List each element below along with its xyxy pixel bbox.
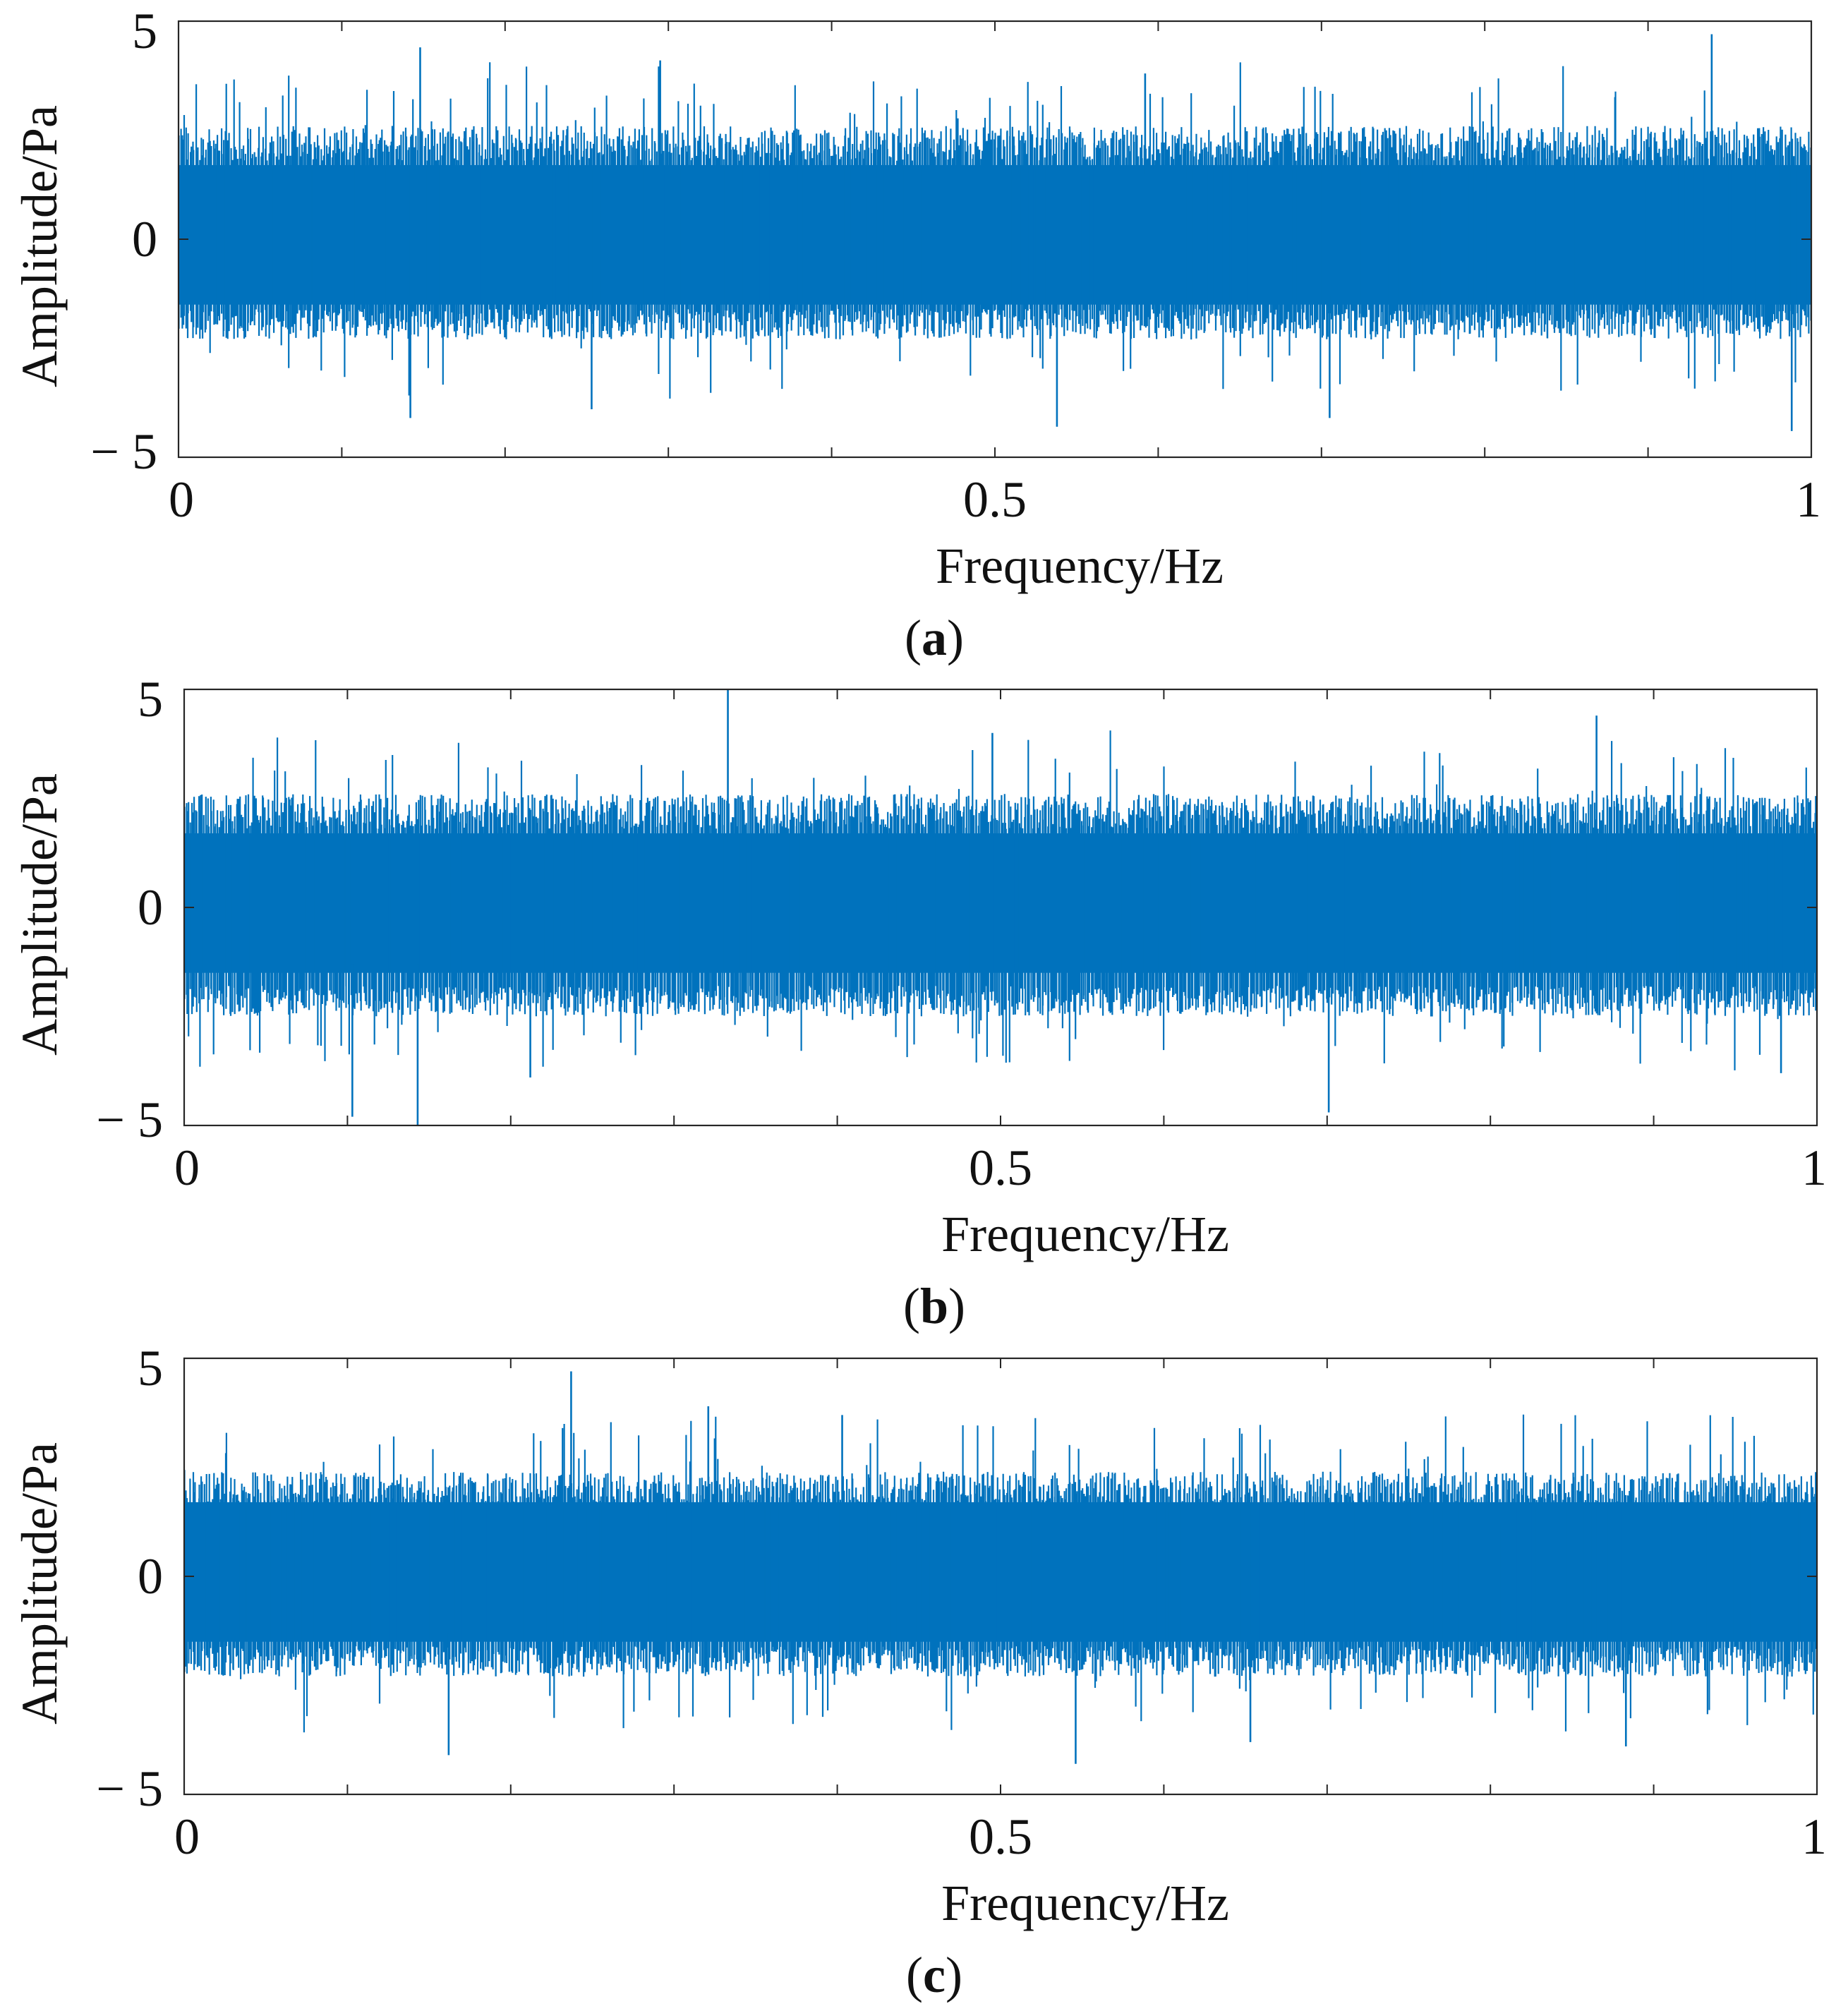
- panel-caption-letter: c: [923, 1947, 946, 2003]
- y-axis-label: Amplitude/Pa: [11, 105, 68, 387]
- x-tick-label: 1: [1801, 1808, 1827, 1865]
- y-tick-label: − 5: [90, 423, 157, 480]
- x-axis-label: Frequency/Hz: [941, 1875, 1229, 1931]
- y-tick-label: 0: [138, 1548, 163, 1605]
- panel-caption: (a): [905, 610, 964, 666]
- y-axis-label: Amplitude/Pa: [11, 773, 68, 1056]
- x-tick-label: 0: [174, 1140, 200, 1196]
- panel-caption: (c): [906, 1947, 962, 2003]
- panel-caption: (b): [903, 1278, 965, 1334]
- y-tick-label: − 5: [96, 1761, 163, 1817]
- y-tick-label: − 5: [96, 1092, 163, 1148]
- x-tick-label: 0: [174, 1808, 200, 1865]
- x-tick-label: 0.5: [969, 1808, 1032, 1865]
- x-tick-label: 0: [169, 471, 194, 528]
- x-tick-label: 1: [1801, 1140, 1827, 1196]
- y-tick-label: 0: [138, 879, 163, 936]
- x-tick-label: 1: [1796, 471, 1821, 528]
- y-tick-label: 5: [138, 671, 163, 727]
- y-tick-label: 5: [132, 3, 157, 59]
- panel-caption-letter: b: [920, 1278, 948, 1334]
- x-tick-label: 0.5: [963, 471, 1027, 528]
- y-tick-label: 5: [138, 1340, 163, 1396]
- x-tick-label: 0.5: [969, 1140, 1032, 1196]
- panel-caption-letter: a: [922, 610, 947, 666]
- x-axis-label: Frequency/Hz: [936, 538, 1224, 594]
- y-tick-label: 0: [132, 211, 157, 267]
- y-axis-label: Amplitude/Pa: [11, 1442, 68, 1725]
- signal-line: [183, 730, 1817, 1070]
- x-axis-label: Frequency/Hz: [941, 1206, 1229, 1262]
